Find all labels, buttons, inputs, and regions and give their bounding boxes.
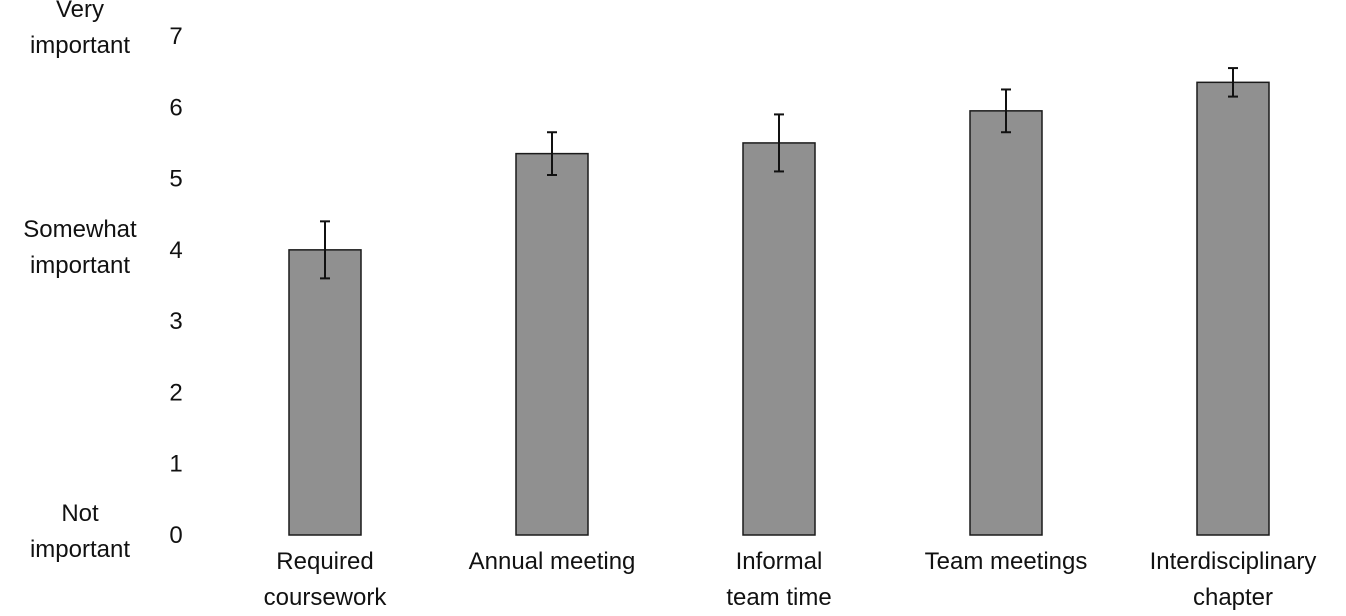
x-category-label: Interdisciplinary — [1150, 548, 1317, 575]
error-bars — [320, 67, 1238, 280]
y-tick-label: 3 — [169, 308, 182, 335]
error-bar — [774, 113, 784, 173]
y-tick-label: 6 — [169, 94, 182, 121]
error-bar — [1228, 67, 1238, 98]
y-tick-label: 0 — [169, 522, 182, 549]
bar — [288, 249, 362, 536]
bar — [1196, 81, 1270, 536]
x-category-label: Team meetings — [925, 548, 1088, 575]
x-category-label: coursework — [264, 584, 388, 611]
x-category-label: Required — [276, 548, 373, 575]
y-axis-anchor-labels: Very important Somewhat important Not importa… — [23, 0, 137, 563]
x-category-label: chapter — [1193, 584, 1273, 611]
y-anchor-label: important — [30, 252, 130, 279]
x-category-label: Informal — [736, 548, 823, 575]
error-bar — [1001, 88, 1011, 134]
y-tick-label: 7 — [169, 23, 182, 50]
x-axis-category-labels: Required coursework Annual meeting Informal… — [264, 548, 1317, 611]
y-anchor-label: important — [30, 32, 130, 59]
bar — [742, 142, 816, 536]
y-anchor-label: important — [30, 536, 130, 563]
y-anchor-label: Not — [61, 500, 99, 527]
y-tick-label: 1 — [169, 451, 182, 478]
bar — [515, 152, 589, 536]
y-axis-ticks: 0 1 2 3 4 5 6 7 — [169, 23, 182, 549]
x-category-label: Annual meeting — [469, 548, 636, 575]
y-anchor-label: Very — [56, 0, 104, 23]
error-bar — [320, 220, 330, 280]
y-anchor-label: Somewhat — [23, 216, 137, 243]
bar — [969, 110, 1043, 536]
y-tick-label: 5 — [169, 166, 182, 193]
y-tick-label: 2 — [169, 379, 182, 406]
error-bar — [547, 131, 557, 177]
x-category-label: team time — [726, 584, 831, 611]
y-tick-label: 4 — [169, 237, 182, 264]
